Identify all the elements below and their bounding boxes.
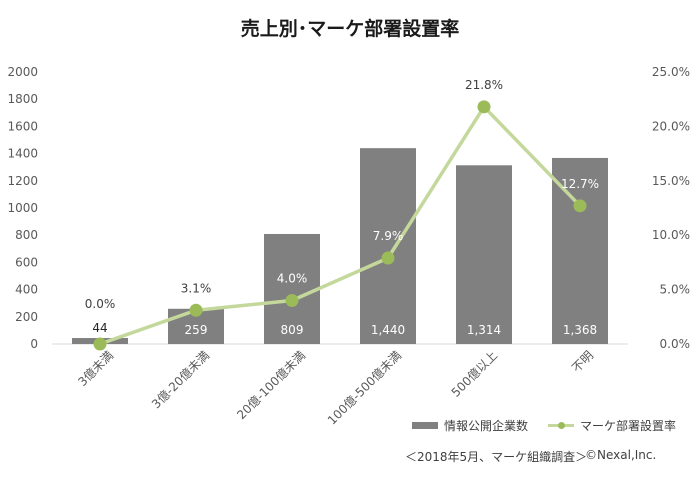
y-left-tick-label: 200 <box>15 310 38 324</box>
y-left-tick-label: 2000 <box>7 65 38 79</box>
bar-value-label: 1,368 <box>563 323 597 337</box>
y-right-tick-label: 10.0% <box>652 228 690 242</box>
legend-line-swatch <box>548 422 574 429</box>
rate-value-label: 0.0% <box>85 297 116 311</box>
x-tick-label: 3億未満 <box>75 348 116 389</box>
y-left-tick-label: 400 <box>15 283 38 297</box>
rate-point <box>573 199 587 213</box>
rate-value-label: 12.7% <box>561 177 599 191</box>
y-right-tick-label: 0.0% <box>660 337 691 351</box>
bar-value-label: 809 <box>281 323 304 337</box>
copyright-note: ©Nexal,Inc. <box>585 448 657 462</box>
y-left-tick-label: 1200 <box>7 174 38 188</box>
bar-value-label: 44 <box>92 321 107 335</box>
bar-value-label: 259 <box>185 323 208 337</box>
y-left-tick-label: 600 <box>15 255 38 269</box>
bar-value-label: 1,440 <box>371 323 405 337</box>
x-tick-label: 不明 <box>569 348 596 375</box>
legend-line-label: マーケ部署設置率 <box>580 419 677 433</box>
legend-bar-swatch <box>412 422 438 429</box>
rate-point <box>189 303 203 317</box>
chart-title: 売上別･マーケ部署設置率 <box>240 18 460 40</box>
y-right-tick-label: 20.0% <box>652 119 690 133</box>
x-tick-label: 20億-100億未満 <box>234 348 308 422</box>
bar <box>264 233 320 344</box>
y-right-tick-label: 15.0% <box>652 174 690 188</box>
y-left-tick-label: 1800 <box>7 92 38 106</box>
y-left-tick-label: 0 <box>30 337 38 351</box>
source-note: ＜2018年5月、マーケ組織調査＞ <box>405 450 588 464</box>
rate-value-label: 21.8% <box>465 78 503 92</box>
rate-point <box>285 293 299 307</box>
x-tick-label: 500億以上 <box>449 348 501 400</box>
y-left-tick-label: 1000 <box>7 201 38 215</box>
legend-item-bar: 情報公開企業数 <box>412 417 528 434</box>
rate-line <box>99 105 582 346</box>
rate-value-label: 7.9% <box>373 229 404 243</box>
legend-item-line: マーケ部署設置率 <box>548 417 676 434</box>
bar <box>360 148 416 344</box>
rate-point <box>93 337 107 351</box>
bar <box>456 165 512 344</box>
rate-value-label: 4.0% <box>277 271 308 285</box>
x-tick-label: 100億-500億未満 <box>325 348 404 427</box>
y-right-tick-label: 5.0% <box>660 283 691 297</box>
rate-value-label: 3.1% <box>181 281 212 295</box>
y-left-tick-label: 800 <box>15 228 38 242</box>
rate-point <box>381 251 395 265</box>
x-tick-label: 3億-20億未満 <box>149 348 212 411</box>
bar-value-label: 1,314 <box>467 323 501 337</box>
legend-bar-label: 情報公開企業数 <box>444 419 529 433</box>
y-left-tick-label: 1600 <box>7 119 38 133</box>
y-left-tick-label: 1400 <box>7 147 38 161</box>
y-right-tick-label: 25.0% <box>652 65 690 79</box>
rate-point <box>477 100 491 114</box>
